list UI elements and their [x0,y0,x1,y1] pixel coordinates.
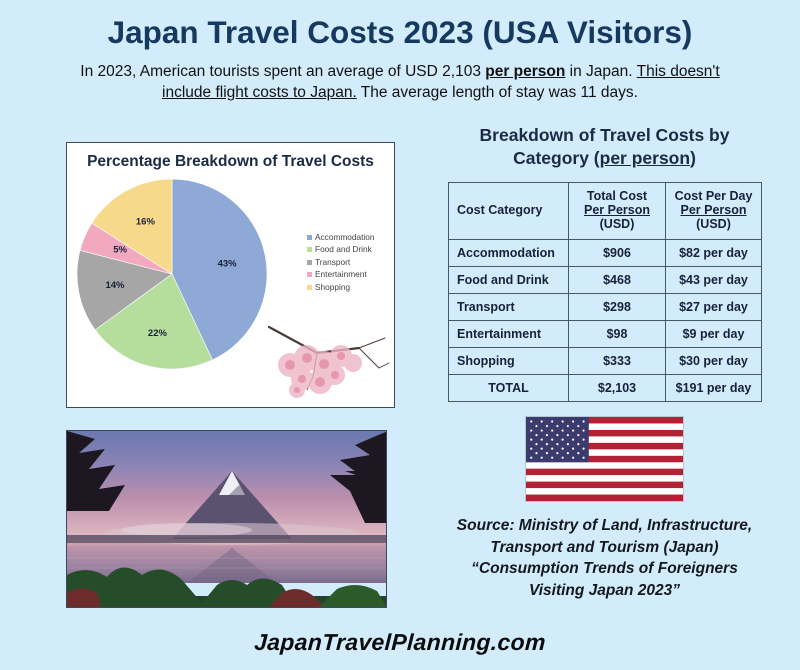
svg-text:5%: 5% [113,244,127,255]
svg-text:43%: 43% [218,258,238,269]
svg-text:14%: 14% [105,280,125,291]
svg-text:16%: 16% [136,217,156,228]
svg-text:22%: 22% [148,328,168,339]
